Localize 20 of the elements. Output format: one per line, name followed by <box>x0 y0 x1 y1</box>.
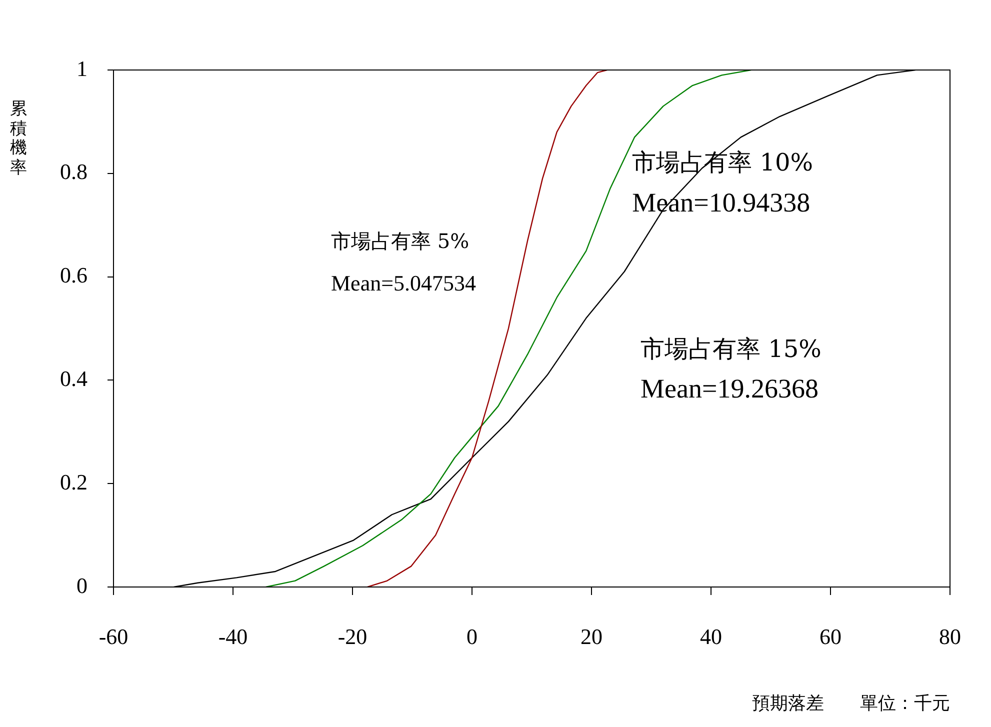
x-tick-label: -60 <box>98 624 128 649</box>
y-tick-label: 1 <box>76 56 88 81</box>
y-tick-label: 0.2 <box>60 469 88 494</box>
y-tick-label: 0.4 <box>60 366 88 391</box>
y-tick-label: 0.8 <box>60 159 88 184</box>
y-tick-label: 0.6 <box>60 262 88 288</box>
x-tick-label: 60 <box>820 624 842 649</box>
annotation: Mean=5.047534 <box>330 270 476 296</box>
y-axis-title: 累積機率 <box>10 99 28 178</box>
x-tick-label: -20 <box>338 624 368 649</box>
x-tick-label: 80 <box>939 624 961 649</box>
text: 市場占有率 5% <box>330 228 470 253</box>
x-axis-title: 預期落差 單位：千元 <box>752 692 950 714</box>
x-tick-label: 40 <box>700 624 722 649</box>
y-tick-label: 0 <box>76 572 88 598</box>
x-tick-label: 0 <box>466 624 478 649</box>
x-tick-label: -40 <box>218 624 248 649</box>
x-tick-label: 20 <box>580 624 602 649</box>
annotation: Mean=19.26368 <box>640 374 818 404</box>
text: 市場占有率 15% <box>640 334 822 363</box>
